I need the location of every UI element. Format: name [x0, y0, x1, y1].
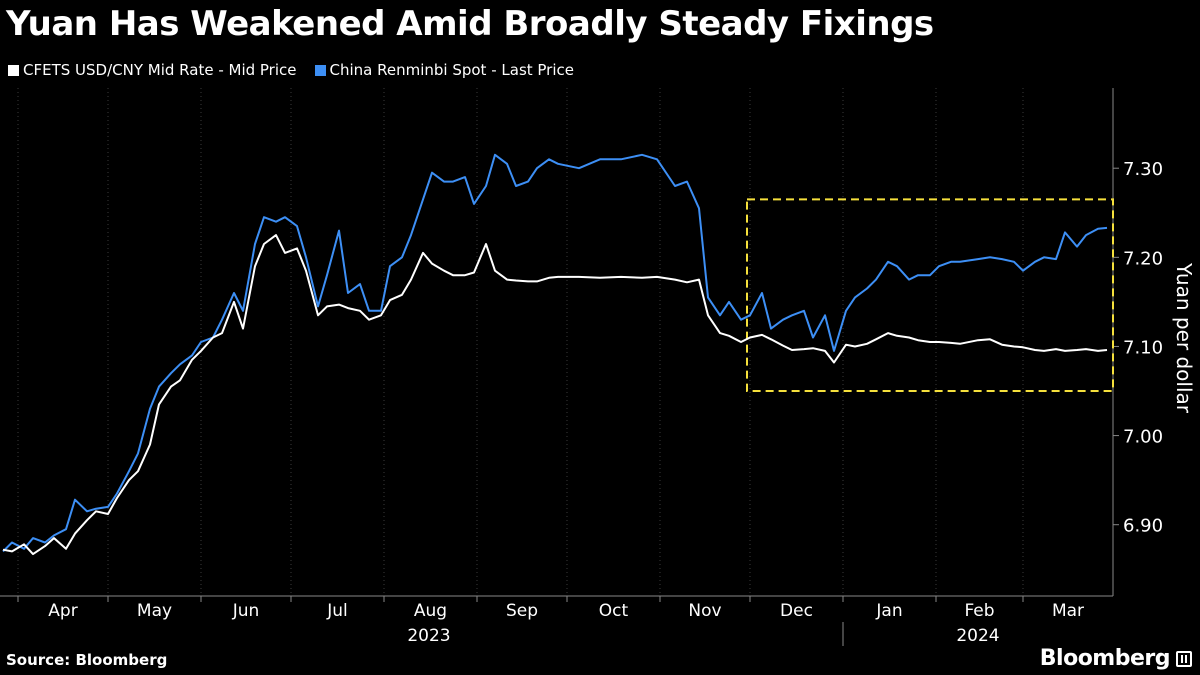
- x-tick-label-oct: Oct: [599, 601, 629, 621]
- series-line-mid-rate: [2, 234, 1108, 556]
- y-tick-label-7-30: 7.30: [1123, 159, 1163, 180]
- legend-swatch-spot: [314, 64, 326, 76]
- x-tick-label-feb: Feb: [964, 601, 994, 621]
- highlight-box: [746, 198, 1114, 393]
- x-tick-label-mar: Mar: [1052, 601, 1084, 621]
- y-tick-label-7-00: 7.00: [1123, 427, 1163, 448]
- brand-name: Bloomberg: [1039, 646, 1171, 671]
- legend-item-mid-rate: CFETS USD/CNY Mid Rate - Mid Price: [8, 61, 297, 79]
- x-tick-label-jan: Jan: [875, 601, 902, 621]
- year-label-2023: 2023: [407, 626, 450, 646]
- y-axis-title: Yuan per dollar: [1172, 262, 1196, 414]
- series-line-spot: [2, 153, 1108, 553]
- chart-legend: CFETS USD/CNY Mid Rate - Mid Price China…: [8, 61, 574, 79]
- brand-logo: Bloomberg: [1040, 646, 1192, 671]
- y-tick-label-6-90: 6.90: [1123, 516, 1163, 537]
- x-tick-label-sep: Sep: [506, 601, 538, 621]
- legend-label-spot: China Renminbi Spot - Last Price: [329, 61, 575, 79]
- bloomberg-terminal-icon: [1176, 650, 1192, 667]
- y-tick-label-7-10: 7.10: [1123, 337, 1163, 358]
- legend-item-spot: China Renminbi Spot - Last Price: [314, 61, 575, 79]
- legend-swatch-mid-rate: [8, 64, 19, 76]
- x-tick-label-dec: Dec: [780, 601, 813, 621]
- chart-title: Yuan Has Weakened Amid Broadly Steady Fi…: [6, 4, 934, 44]
- x-tick-label-aug: Aug: [414, 601, 447, 621]
- year-label-2024: 2024: [956, 626, 999, 646]
- y-tick-label-7-20: 7.20: [1123, 248, 1163, 269]
- x-tick-label-apr: Apr: [48, 601, 77, 621]
- x-tick-label-jul: Jul: [326, 601, 348, 621]
- x-tick-label-jun: Jun: [232, 601, 260, 621]
- source-note: Source: Bloomberg: [6, 651, 168, 669]
- legend-label-mid-rate: CFETS USD/CNY Mid Rate - Mid Price: [23, 61, 297, 79]
- x-tick-label-nov: Nov: [688, 601, 721, 621]
- x-tick-label-may: May: [137, 601, 172, 621]
